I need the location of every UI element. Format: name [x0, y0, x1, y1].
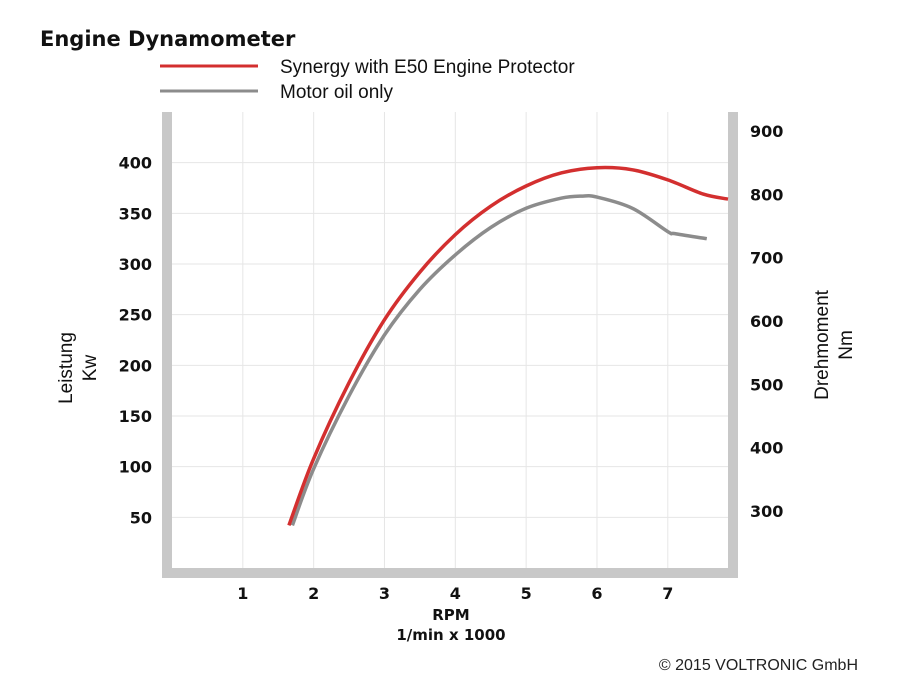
y-right-tick-label: 700 [750, 249, 783, 268]
y-left-tick-label: 200 [119, 356, 152, 375]
frame-left-bar [162, 112, 172, 578]
legend: Synergy with E50 Engine Protector Motor … [160, 57, 575, 103]
plot-frame [162, 112, 738, 578]
x-tick-label: 6 [591, 584, 602, 603]
y-left-tick-label: 300 [119, 255, 152, 274]
y-right-tick-label: 600 [750, 312, 783, 331]
chart-title: Engine Dynamometer [40, 27, 296, 51]
y-left-tick-label: 150 [119, 407, 152, 426]
x-tick-label: 5 [521, 584, 532, 603]
series-line-synergy [287, 165, 729, 527]
legend-label-motor-oil: Motor oil only [280, 82, 393, 103]
y-right-axis-title: Drehmoment Nm [812, 289, 857, 400]
copyright-text: © 2015 VOLTRONIC GmbH [659, 657, 858, 674]
y-left-axis-ticks: 50 100 150 200 250 300 350 400 [119, 154, 152, 528]
y-left-tick-label: 100 [119, 458, 152, 477]
y-right-tick-label: 300 [750, 502, 783, 521]
y-right-tick-label: 800 [750, 185, 783, 204]
x-tick-label: 4 [450, 584, 461, 603]
y-right-tick-label: 900 [750, 122, 783, 141]
x-tick-label: 7 [662, 584, 673, 603]
frame-right-bar [728, 112, 738, 578]
x-axis-sublabel: 1/min x 1000 [396, 626, 505, 644]
y-left-axis-title: Leistung Kw [56, 332, 101, 404]
frame-bottom-bar [162, 568, 738, 578]
y-left-tick-label: 350 [119, 204, 152, 223]
series-line-motor-oil [290, 194, 708, 527]
y-right-axis-unit: Nm [836, 330, 857, 360]
y-right-axis-label: Drehmoment [812, 289, 833, 400]
series-group [287, 165, 729, 527]
y-right-axis-ticks: 300 400 500 600 700 800 900 [750, 122, 783, 521]
x-tick-label: 3 [379, 584, 390, 603]
y-left-axis-label: Leistung [56, 332, 77, 404]
y-left-tick-label: 400 [119, 154, 152, 173]
y-right-tick-label: 400 [750, 439, 783, 458]
y-left-tick-label: 250 [119, 306, 152, 325]
y-left-tick-label: 50 [130, 508, 152, 527]
x-tick-label: 1 [237, 584, 248, 603]
x-tick-label: 2 [308, 584, 319, 603]
y-right-tick-label: 500 [750, 375, 783, 394]
x-axis-label: RPM [432, 606, 469, 624]
y-left-axis-unit: Kw [80, 355, 101, 382]
grid [172, 112, 728, 568]
legend-label-synergy: Synergy with E50 Engine Protector [280, 57, 575, 78]
x-axis-ticks: 1 2 3 4 5 6 7 [237, 584, 673, 603]
